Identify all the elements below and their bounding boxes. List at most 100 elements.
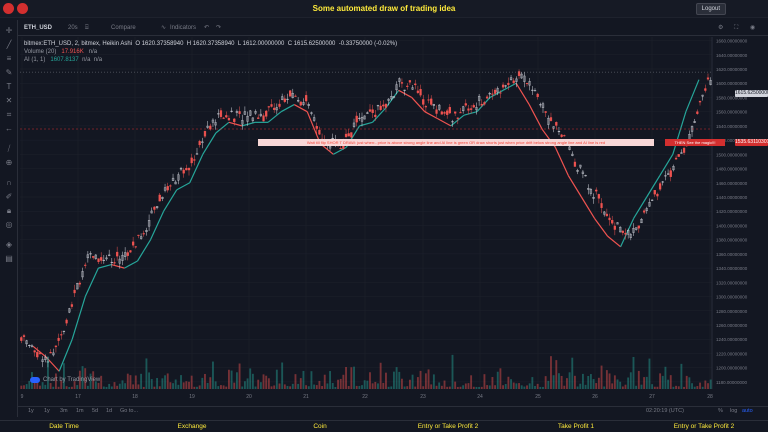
chart-legend: bitmex:ETH_USD, 2, bitmex, Heikin Ashi O… xyxy=(24,40,397,64)
candle-body xyxy=(352,122,356,127)
volume-bar xyxy=(84,368,87,389)
candle-body xyxy=(30,345,34,347)
price-chart[interactable]: 1660.00000000 1640.00000000 1620.00000000 1… xyxy=(20,37,768,402)
volume-bar xyxy=(438,382,441,389)
candle-body xyxy=(448,107,451,114)
candle-body xyxy=(541,103,545,108)
candle-body xyxy=(669,170,672,177)
interval-button[interactable]: 20s xyxy=(68,25,78,31)
settings-icon[interactable]: ⚙ xyxy=(718,25,724,31)
candle-body xyxy=(701,94,704,97)
candle-body xyxy=(116,251,119,257)
candle-body xyxy=(416,90,420,93)
candle-body xyxy=(166,186,169,191)
volume-bar xyxy=(137,384,140,389)
candle-body xyxy=(661,181,664,183)
candle-body xyxy=(105,257,108,260)
volume-bar xyxy=(204,373,206,389)
volume-bar xyxy=(544,376,547,389)
redo-icon[interactable]: ↷ xyxy=(216,25,222,31)
candle-body xyxy=(374,114,377,117)
volume-bar xyxy=(201,377,204,389)
prediction-icon[interactable]: ⌗ xyxy=(6,110,12,119)
brush-icon[interactable]: ✎ xyxy=(5,68,13,77)
volume-bar xyxy=(422,386,425,389)
utc-clock[interactable]: 02:20:19 (UTC) xyxy=(646,408,684,414)
candle-body xyxy=(706,77,710,80)
magnet-icon[interactable]: ∩ xyxy=(6,178,12,187)
trendline-icon[interactable]: ╱ xyxy=(6,40,12,49)
candle-body xyxy=(414,83,417,86)
logout-button[interactable]: Logout xyxy=(695,3,726,15)
volume-bar xyxy=(188,381,190,389)
candle-body xyxy=(627,229,630,235)
percent-scale-button[interactable]: % xyxy=(718,408,723,414)
candle-body xyxy=(38,352,42,354)
range-1d-button[interactable]: 1d xyxy=(106,408,113,414)
volume-bar xyxy=(307,386,310,389)
volume-bar xyxy=(379,362,382,389)
candle-body xyxy=(587,188,590,190)
range-5d-button[interactable]: 5d xyxy=(92,408,99,414)
text-icon[interactable]: T xyxy=(6,82,12,91)
stay-drawing-icon[interactable]: ✐ xyxy=(5,192,13,201)
goto-button[interactable]: Go to... xyxy=(120,408,139,414)
candle-body xyxy=(406,85,409,87)
volume-bar xyxy=(393,371,395,389)
volume-bar xyxy=(667,379,670,389)
volume-bar xyxy=(563,385,566,389)
volume-bar xyxy=(47,356,49,389)
back-arrow-icon[interactable]: ← xyxy=(5,124,13,133)
candle-body xyxy=(28,345,31,347)
volume-bar xyxy=(611,383,614,389)
volume-bar xyxy=(584,384,587,389)
pattern-icon[interactable]: ✕ xyxy=(5,96,13,105)
indicators-button[interactable]: Indicators xyxy=(170,25,197,31)
zoom-icon[interactable]: ⊕ xyxy=(5,158,13,167)
tradingview-watermark[interactable]: Chart by TradingView xyxy=(30,377,100,383)
volume-bar xyxy=(707,383,709,389)
candle-body xyxy=(438,104,441,110)
measure-icon[interactable]: ⧸ xyxy=(7,144,11,153)
volume-bar xyxy=(648,358,651,389)
range-1y-button[interactable]: 1y xyxy=(44,408,50,414)
candle-body xyxy=(443,112,446,114)
range-1m-button[interactable]: 1m xyxy=(76,408,84,414)
layers-icon[interactable]: ◈ xyxy=(5,240,13,249)
volume-bar xyxy=(552,375,555,389)
log-scale-button[interactable]: log xyxy=(730,408,738,414)
candle-body xyxy=(430,98,433,105)
range-3m-button[interactable]: 3m xyxy=(60,408,68,414)
volume-bar xyxy=(65,386,68,389)
lock-icon[interactable]: 🔒︎ xyxy=(6,206,12,215)
volume-bar xyxy=(619,381,622,389)
candle-body xyxy=(576,170,579,172)
compare-button[interactable]: Compare xyxy=(111,25,136,31)
crosshair-icon[interactable]: ✛ xyxy=(5,26,13,35)
candle-body xyxy=(616,222,619,225)
range-1y-button[interactable]: 1y xyxy=(28,408,34,414)
snapshot-icon[interactable]: ◉ xyxy=(750,25,756,31)
horizontal-line-icon[interactable]: ≡ xyxy=(6,54,12,63)
candle-body xyxy=(390,96,393,100)
symbol-search-button[interactable]: ETH_USD xyxy=(24,25,53,31)
volume-bar xyxy=(20,385,23,389)
auto-scale-button[interactable]: auto xyxy=(742,408,753,414)
candle-body xyxy=(283,98,286,102)
fullscreen-icon[interactable]: ⛶ xyxy=(734,25,739,31)
ai-line-segment xyxy=(528,104,543,130)
candle-body xyxy=(536,93,539,98)
eye-icon[interactable]: ◎ xyxy=(5,220,13,229)
candle-body xyxy=(531,89,534,91)
trash-icon[interactable]: ▤ xyxy=(5,254,13,263)
undo-icon[interactable]: ↶ xyxy=(204,25,210,31)
price-tick-label: 1280.00000000 xyxy=(716,309,748,314)
candle-body xyxy=(483,102,486,105)
volume-bar xyxy=(390,386,393,389)
volume-bar xyxy=(257,379,260,389)
candle-body xyxy=(424,106,428,108)
volume-bar xyxy=(289,386,292,389)
indicators-icon[interactable]: ∿ xyxy=(161,25,167,31)
volume-bar xyxy=(142,386,145,389)
chart-type-icon[interactable]: ⌸ xyxy=(85,25,89,31)
